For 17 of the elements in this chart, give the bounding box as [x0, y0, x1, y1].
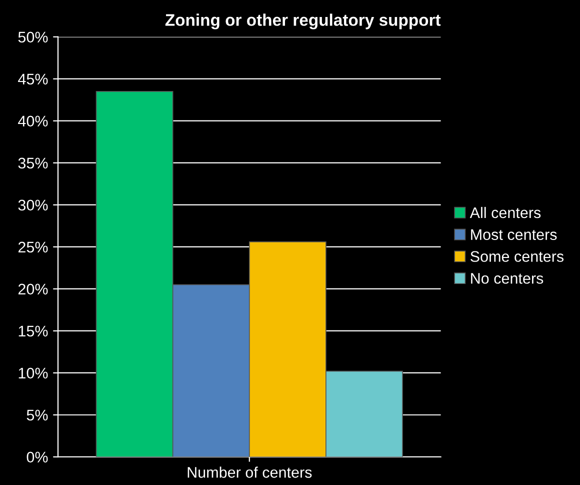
- y-tick-label: 15%: [18, 326, 48, 337]
- y-tick-label: 40%: [18, 116, 48, 127]
- legend-label: Most centers: [471, 229, 557, 240]
- y-tick-label: 5%: [26, 410, 48, 421]
- y-tick-label: 45%: [18, 74, 48, 85]
- y-tick-label: 0%: [26, 452, 48, 463]
- y-tick-label: 10%: [18, 368, 48, 379]
- legend-label: No centers: [471, 273, 544, 284]
- chart-title: Zoning or other regulatory support: [165, 14, 441, 30]
- y-tick-label: 25%: [18, 242, 48, 253]
- legend-label: All centers: [470, 206, 541, 218]
- legend-label: Some centers: [470, 251, 564, 262]
- y-tick-label: 35%: [18, 158, 48, 169]
- y-tick-label: 20%: [18, 284, 48, 295]
- x-tick-label: Number of centers: [188, 466, 312, 478]
- y-tick-label: 50%: [18, 32, 48, 43]
- y-tick-label: 30%: [18, 200, 48, 211]
